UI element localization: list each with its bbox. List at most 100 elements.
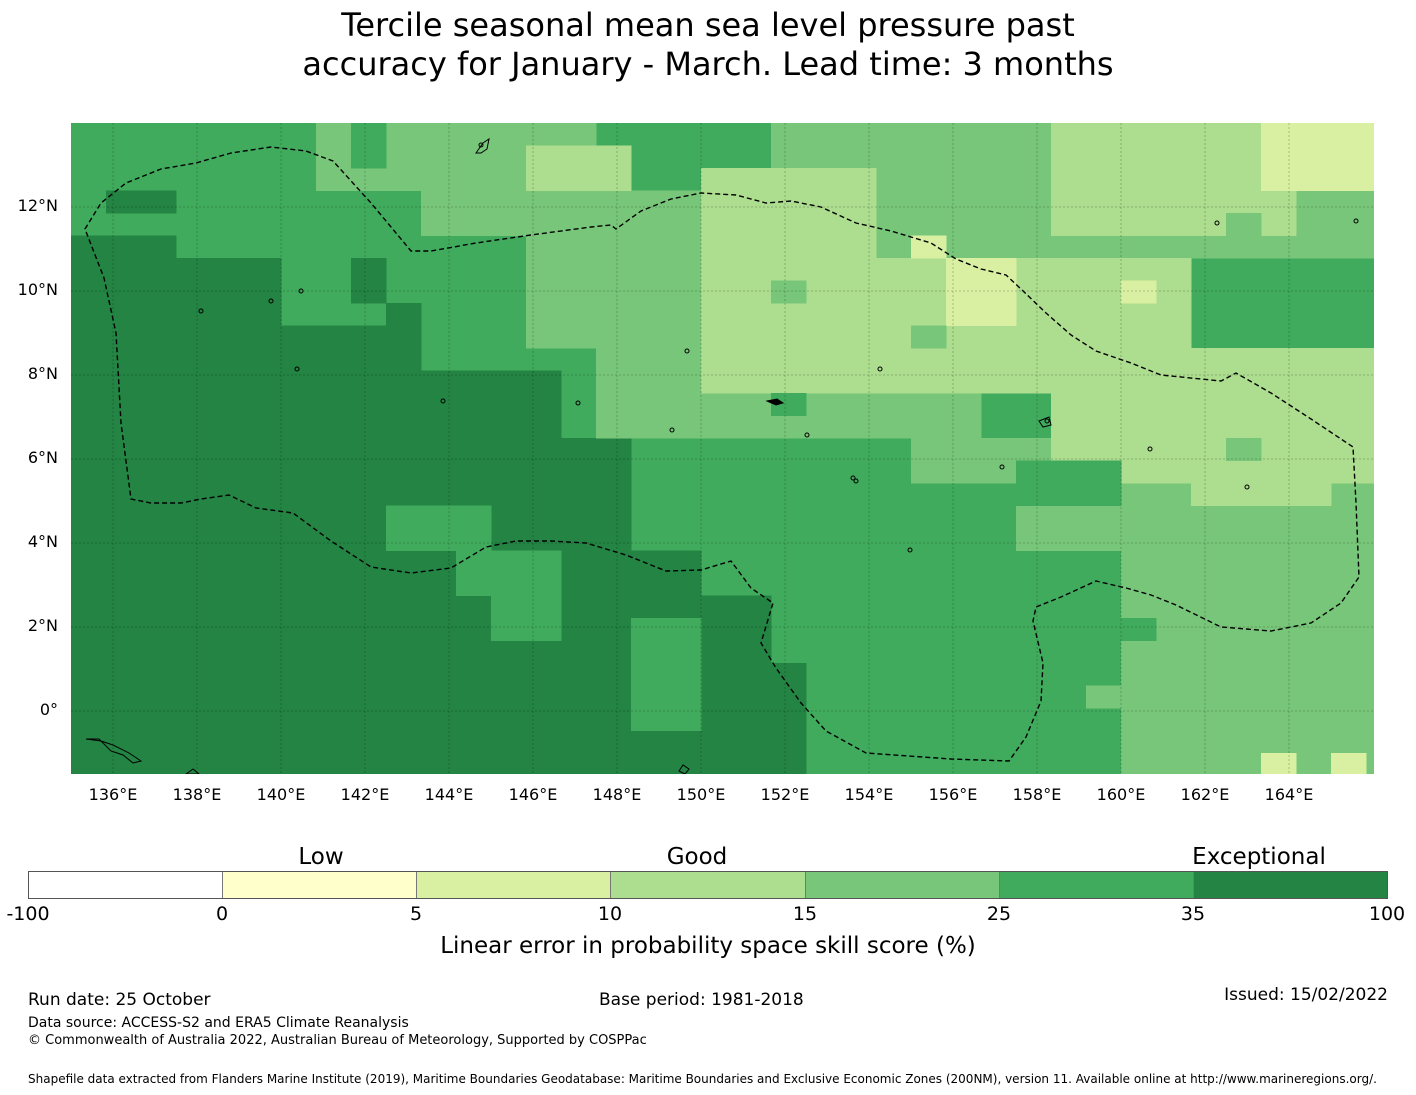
title-line-1: Tercile seasonal mean sea level pressure… [341,6,1075,44]
zone-good-plus [631,663,702,731]
colorbar-segment-2 [223,872,418,898]
zone-low-plus [1261,123,1374,191]
island-outline [1353,218,1359,224]
lon-label-144e: 144°E [424,785,474,804]
colorbar-tick-7: 35 [1180,903,1206,925]
zone-good-plus [456,550,562,596]
zone-exceptional [771,663,807,774]
colorbar-segment-4 [611,872,806,898]
colorbar-tick-3: 5 [409,903,423,925]
zone-moderate [1226,213,1262,236]
zone-good-plus [1121,618,1157,641]
eez-boundary [84,146,1360,762]
island-outline [198,308,204,314]
lon-label-148e: 148°E [592,785,642,804]
lon-label-162e: 162°E [1180,785,1230,804]
zone-low-plus [1261,753,1297,774]
island-outline [294,366,300,372]
island-outline [853,478,859,484]
island-outline [1044,418,1050,424]
zone-moderate [1016,505,1122,551]
zone-fair [701,168,877,259]
colorbar-title: Linear error in probability space skill … [440,933,976,959]
data-source: Data source: ACCESS-S2 and ERA5 Climate … [28,1015,409,1031]
lon-label-140e: 140°E [256,785,306,804]
zone-moderate [1226,438,1262,461]
colorbar-segment-1 [29,872,224,898]
colorbar-tick-2: 0 [215,903,229,925]
colorbar-tick-8: 100 [1368,903,1406,925]
map-canvas [71,123,1374,774]
zone-exceptional [71,235,177,774]
shapefile-credit: Shapefile data extracted from Flanders M… [28,1072,1377,1086]
island-outline [268,298,274,304]
zone-moderate [1296,235,1332,259]
zone-good-plus [491,595,562,641]
colorbar-segment-7 [1193,872,1387,898]
base-period: Base period: 1981-2018 [599,990,804,1010]
chart-title: Tercile seasonal mean sea level pressure… [0,6,1416,84]
colorbar [28,871,1388,899]
island-outline [440,398,446,404]
zone-good-plus [351,123,387,169]
copyright: © Commonwealth of Australia 2022, Austra… [28,1033,647,1048]
island-outline [804,432,810,438]
zone-moderate [911,325,947,349]
zone-moderate [1086,685,1122,709]
island-outline [999,464,1005,470]
category-low: Low [298,844,344,870]
island-outline [684,348,690,354]
zone-good-plus [631,618,702,664]
zone-low-plus [1121,280,1157,304]
lon-label-156e: 156°E [928,785,978,804]
island-outline [478,142,484,148]
category-good: Good [666,844,728,870]
zone-low-plus [946,258,1017,326]
zone-moderate [771,280,807,304]
lon-label-154e: 154°E [844,785,894,804]
lon-label-158e: 158°E [1012,785,1062,804]
lon-label-160e: 160°E [1096,785,1146,804]
colorbar-segment-6 [999,872,1194,898]
lat-label-6n: 6°N [27,448,58,467]
lon-label-138e: 138°E [172,785,222,804]
colorbar-segment-3 [417,872,612,898]
lat-label-2n: 2°N [27,616,58,635]
lat-label-0: 0° [39,700,58,719]
zone-good-plus [386,505,492,551]
island-outline [850,475,856,481]
zone-low-plus [1331,753,1367,774]
island-outline [1244,484,1250,490]
island-outline [1214,220,1220,226]
zone-exceptional [386,303,422,326]
issued-date: Issued: 15/02/2022 [1224,985,1388,1005]
zone-exceptional [561,438,632,774]
zone-moderate [1366,235,1374,259]
zone-fair [1086,348,1374,484]
zone-exceptional [176,258,282,774]
island-outline [678,764,690,774]
zone-exceptional [106,190,177,214]
island-outline [877,366,883,372]
lon-label-142e: 142°E [340,785,390,804]
lon-label-146e: 146°E [508,785,558,804]
lon-label-152e: 152°E [760,785,810,804]
lon-label-136e: 136°E [88,785,138,804]
lat-label-10n: 10°N [17,280,58,299]
zone-low-plus [911,235,947,259]
lon-label-150e: 150°E [676,785,726,804]
colorbar-tick-4: 10 [597,903,623,925]
island-outline [475,137,490,154]
island-outline [575,400,581,406]
zone-exceptional [701,685,772,709]
zone-exceptional [351,258,387,304]
lat-label-8n: 8°N [27,364,58,383]
lat-label-4n: 4°N [27,532,58,551]
palau-coastline [85,738,143,764]
lon-label-164e: 164°E [1264,785,1314,804]
chuuk-coastline [765,398,785,406]
colorbar-tick-6: 25 [986,903,1012,925]
zone-good-plus [1016,460,1122,506]
colorbar-tick-5: 15 [792,903,818,925]
island-outline [907,547,913,553]
